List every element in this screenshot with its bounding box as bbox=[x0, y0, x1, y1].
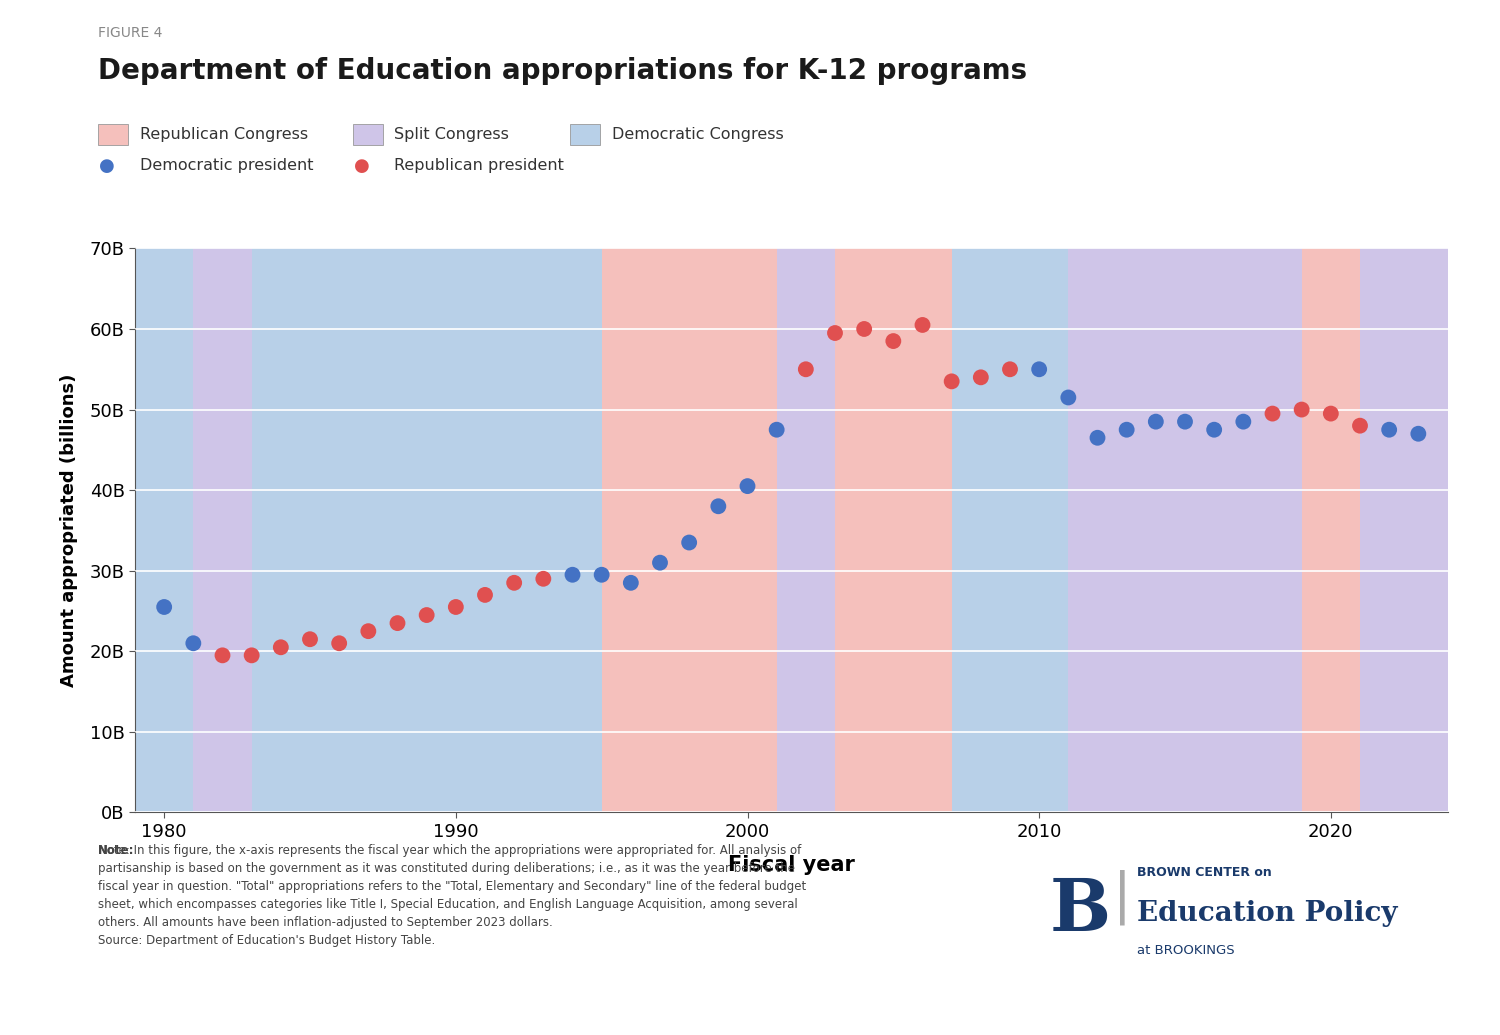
Bar bbox=[602, 248, 777, 812]
Text: Republican Congress: Republican Congress bbox=[140, 127, 308, 142]
Point bbox=[472, 587, 496, 603]
Point bbox=[561, 566, 585, 583]
Point bbox=[676, 534, 700, 551]
Point bbox=[444, 598, 468, 615]
Point bbox=[1377, 421, 1401, 438]
Text: Note: In this figure, the x-axis represents the fiscal year which the appropriat: Note: In this figure, the x-axis represe… bbox=[98, 844, 806, 947]
Point bbox=[590, 566, 613, 583]
Point bbox=[852, 321, 876, 337]
Point bbox=[735, 478, 759, 495]
Text: Department of Education appropriations for K-12 programs: Department of Education appropriations f… bbox=[98, 57, 1026, 85]
Point bbox=[1318, 406, 1342, 422]
Point bbox=[648, 555, 672, 571]
Point bbox=[182, 634, 206, 652]
Bar bbox=[777, 248, 836, 812]
Text: Democratic president: Democratic president bbox=[140, 158, 314, 173]
Bar bbox=[252, 248, 602, 812]
Bar bbox=[194, 248, 252, 812]
Point bbox=[327, 634, 351, 652]
Point bbox=[1290, 402, 1314, 418]
Point bbox=[386, 615, 410, 631]
Point bbox=[152, 598, 176, 615]
Point bbox=[824, 325, 848, 342]
Text: Note:: Note: bbox=[98, 844, 134, 857]
Point bbox=[939, 373, 963, 389]
Point bbox=[1028, 361, 1051, 378]
Point bbox=[503, 574, 526, 591]
Point bbox=[531, 570, 555, 587]
Point bbox=[268, 639, 292, 655]
Point bbox=[882, 333, 906, 350]
Bar bbox=[836, 248, 951, 812]
Point bbox=[706, 498, 730, 514]
Text: Democratic Congress: Democratic Congress bbox=[612, 127, 783, 142]
Bar bbox=[1068, 248, 1302, 812]
Bar bbox=[1360, 248, 1448, 812]
X-axis label: Fiscal year: Fiscal year bbox=[728, 855, 855, 875]
Text: B: B bbox=[1050, 875, 1112, 946]
Bar bbox=[951, 248, 1068, 812]
Point bbox=[414, 607, 438, 623]
Bar bbox=[135, 248, 194, 812]
Point bbox=[1144, 413, 1168, 430]
Point bbox=[1056, 389, 1080, 406]
Text: Republican president: Republican president bbox=[394, 158, 564, 173]
Point bbox=[794, 361, 818, 378]
Point bbox=[240, 647, 264, 663]
Point bbox=[1086, 430, 1110, 446]
Point bbox=[298, 631, 322, 648]
Bar bbox=[1302, 248, 1360, 812]
Text: FIGURE 4: FIGURE 4 bbox=[98, 26, 162, 40]
Text: BROWN CENTER on: BROWN CENTER on bbox=[1137, 866, 1272, 880]
Point bbox=[765, 421, 789, 438]
Text: at BROOKINGS: at BROOKINGS bbox=[1137, 944, 1234, 957]
Point bbox=[1114, 421, 1138, 438]
Point bbox=[1202, 421, 1225, 438]
Point bbox=[1260, 406, 1284, 422]
Text: |: | bbox=[1113, 869, 1131, 925]
Point bbox=[210, 647, 234, 663]
Point bbox=[357, 623, 381, 640]
Point bbox=[1348, 417, 1372, 434]
Y-axis label: Amount appropriated (billions): Amount appropriated (billions) bbox=[60, 374, 78, 687]
Point bbox=[969, 369, 993, 386]
Point bbox=[910, 317, 934, 333]
Text: ●: ● bbox=[99, 156, 114, 175]
Point bbox=[1232, 413, 1256, 430]
Text: ●: ● bbox=[354, 156, 369, 175]
Text: Split Congress: Split Congress bbox=[394, 127, 510, 142]
Text: Education Policy: Education Policy bbox=[1137, 900, 1398, 927]
Point bbox=[998, 361, 1022, 378]
Point bbox=[1173, 413, 1197, 430]
Point bbox=[620, 574, 644, 591]
Point bbox=[1407, 425, 1431, 442]
